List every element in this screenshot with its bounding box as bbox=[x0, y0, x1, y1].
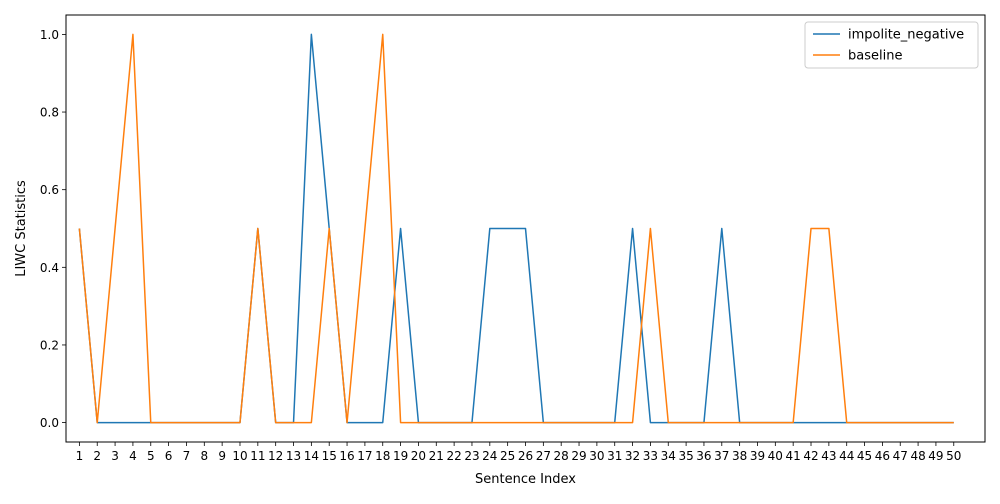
y-tick-label: 0.2 bbox=[40, 338, 59, 352]
x-tick-label: 49 bbox=[928, 449, 943, 463]
y-axis-label: LIWC Statistics bbox=[14, 180, 29, 277]
x-tick-label: 18 bbox=[375, 449, 390, 463]
x-tick-label: 3 bbox=[111, 449, 119, 463]
y-tick-label: 0.0 bbox=[40, 416, 59, 430]
x-tick-label: 27 bbox=[536, 449, 551, 463]
x-tick-label: 23 bbox=[464, 449, 479, 463]
x-tick-label: 6 bbox=[165, 449, 173, 463]
x-tick-label: 25 bbox=[500, 449, 515, 463]
x-tick-label: 41 bbox=[786, 449, 801, 463]
x-tick-label: 38 bbox=[732, 449, 747, 463]
x-tick-label: 47 bbox=[893, 449, 908, 463]
x-tick-label: 35 bbox=[678, 449, 693, 463]
x-tick-label: 30 bbox=[589, 449, 604, 463]
x-tick-label: 20 bbox=[411, 449, 426, 463]
x-tick-label: 5 bbox=[147, 449, 155, 463]
x-tick-label: 8 bbox=[200, 449, 208, 463]
x-axis: 1 2 3 4 5 6 7 8 9 10 11 12 13 14 15 16 17 18 19 20 21 22 23 24 2… bbox=[76, 442, 961, 463]
x-axis-label: Sentence Index bbox=[475, 472, 576, 487]
x-tick-label: 2 bbox=[93, 449, 101, 463]
x-tick-label: 39 bbox=[750, 449, 765, 463]
x-tick-label: 19 bbox=[393, 449, 408, 463]
legend-box bbox=[804, 21, 979, 69]
x-tick-label: 16 bbox=[339, 449, 354, 463]
x-tick-label: 15 bbox=[322, 449, 337, 463]
x-tick-label: 9 bbox=[218, 449, 226, 463]
x-tick-label: 17 bbox=[357, 449, 372, 463]
x-tick-label: 34 bbox=[661, 449, 676, 463]
y-tick-label: 0.8 bbox=[40, 106, 59, 120]
x-tick-label: 32 bbox=[625, 449, 640, 463]
x-tick-label: 22 bbox=[446, 449, 461, 463]
x-tick-label: 21 bbox=[429, 449, 444, 463]
legend: impolite_negative baseline bbox=[804, 21, 979, 69]
x-tick-label: 10 bbox=[232, 449, 247, 463]
x-tick-label: 11 bbox=[250, 449, 265, 463]
y-axis: 0.0 0.2 0.4 0.6 0.8 1.0 bbox=[40, 28, 66, 430]
x-tick-label: 43 bbox=[821, 449, 836, 463]
x-tick-label: 46 bbox=[875, 449, 890, 463]
x-tick-label: 50 bbox=[946, 449, 961, 463]
x-tick-label: 48 bbox=[910, 449, 925, 463]
y-tick-label: 0.6 bbox=[40, 183, 59, 197]
x-tick-label: 44 bbox=[839, 449, 854, 463]
plot-lines bbox=[78, 33, 954, 424]
x-tick-label: 13 bbox=[286, 449, 301, 463]
x-tick-label: 7 bbox=[183, 449, 191, 463]
x-tick-label: 36 bbox=[696, 449, 711, 463]
x-tick-label: 42 bbox=[803, 449, 818, 463]
y-tick-label: 1.0 bbox=[40, 28, 59, 42]
x-tick-label: 29 bbox=[571, 449, 586, 463]
x-tick-label: 40 bbox=[768, 449, 783, 463]
y-tick-label: 0.4 bbox=[40, 261, 59, 275]
series-line-baseline bbox=[78, 33, 954, 424]
x-tick-label: 1 bbox=[76, 449, 84, 463]
x-tick-label: 4 bbox=[129, 449, 137, 463]
x-tick-label: 37 bbox=[714, 449, 729, 463]
x-tick-label: 33 bbox=[643, 449, 658, 463]
x-tick-label: 45 bbox=[857, 449, 872, 463]
x-tick-label: 28 bbox=[554, 449, 569, 463]
x-tick-label: 12 bbox=[268, 449, 283, 463]
x-tick-label: 26 bbox=[518, 449, 533, 463]
x-tick-label: 24 bbox=[482, 449, 497, 463]
x-tick-label: 14 bbox=[304, 449, 319, 463]
legend-label-baseline: baseline bbox=[848, 49, 902, 64]
x-tick-label: 31 bbox=[607, 449, 622, 463]
legend-label-impolite_negative: impolite_negative bbox=[848, 28, 964, 43]
